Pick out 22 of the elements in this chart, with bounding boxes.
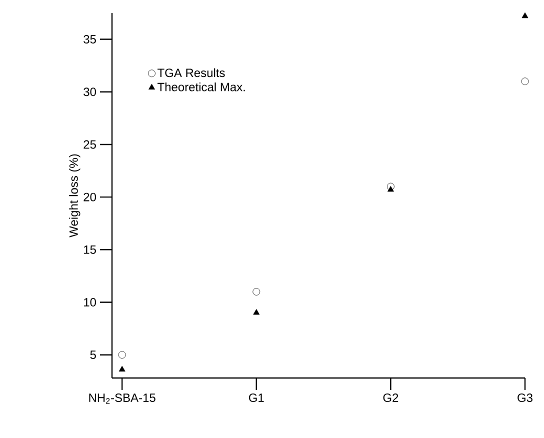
y-tick-label: 15 — [84, 245, 96, 254]
y-tick-label: 10 — [84, 298, 96, 306]
y-tick-label: 5 — [90, 350, 96, 360]
y-tick-label: 30 — [84, 88, 96, 96]
y-tick-label: 35 — [84, 35, 96, 44]
point — [386, 182, 394, 190]
y-axis-title: Weight loss (%) — [69, 154, 80, 238]
point — [118, 366, 126, 372]
x-tick-label: G2 — [383, 394, 398, 402]
legend-label: TGA Results — [158, 68, 225, 78]
point — [253, 309, 260, 315]
point — [521, 78, 529, 86]
point — [522, 12, 528, 18]
x-tick-label: G1 — [248, 394, 264, 402]
point — [118, 351, 126, 359]
point — [252, 288, 260, 296]
legend-label: Theoretical Max. — [158, 82, 245, 92]
y-tick-label: 25 — [84, 140, 96, 149]
x-tick-label: NH$_{2}$-SBA-15 — [89, 394, 156, 404]
y-tick-label: 20 — [84, 192, 96, 202]
x-tick-label: G3 — [518, 394, 532, 402]
point — [387, 186, 394, 192]
